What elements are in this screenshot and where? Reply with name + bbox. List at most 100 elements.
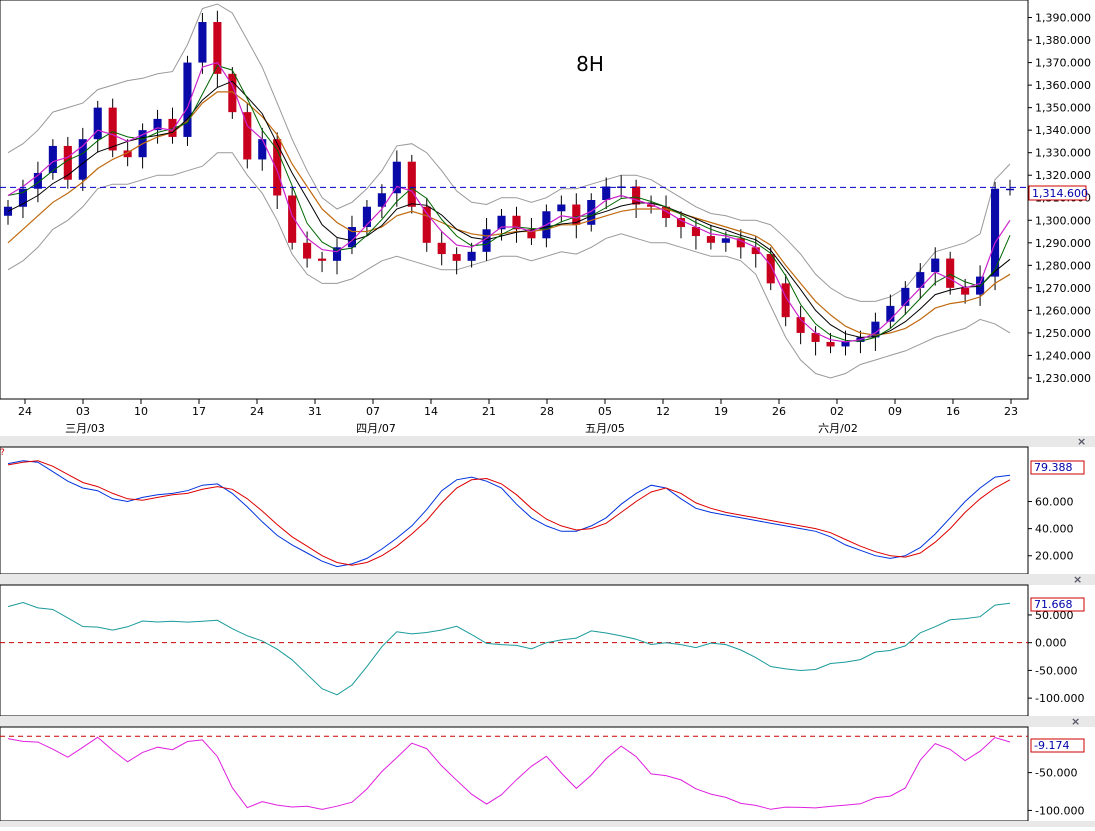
cci-cci-line: [7, 601, 1011, 696]
candle: [961, 278, 970, 304]
candle: [602, 177, 611, 210]
candle: [153, 109, 162, 144]
price-tick-label: 1,320.000: [1035, 169, 1091, 182]
price-tick-label: 1,250.000: [1035, 327, 1091, 340]
date-tick-label: 21: [482, 405, 496, 418]
date-tick-label: 07: [366, 405, 380, 418]
candle: [422, 197, 431, 252]
last-price-label: 1,314.600: [1028, 185, 1088, 201]
candle: [691, 218, 700, 250]
date-tick-label: 17: [192, 405, 206, 418]
svg-text:71.668: 71.668: [1034, 598, 1073, 611]
candle: [811, 326, 820, 356]
price-y-axis: 1,230.000 1,240.000 1,250.000 1,260.000 1,27…: [1028, 12, 1091, 385]
williams-pane: -50.000 -100.000 -9.174: [0, 726, 1085, 822]
candle: [572, 193, 581, 239]
month-label: 三月/03: [65, 422, 105, 435]
close-icon[interactable]: ×: [1071, 715, 1080, 728]
stochastic-pane: 20.000 40.000 60.000 79.388 ?: [0, 446, 1085, 575]
candle: [736, 229, 745, 259]
candle: [871, 312, 880, 351]
candle: [886, 294, 895, 329]
date-tick-label: 12: [656, 405, 670, 418]
indicator-tick-label: 60.000: [1035, 496, 1074, 509]
williams-wr-line: [7, 736, 1011, 810]
candle: [48, 139, 57, 180]
candle: [841, 330, 850, 356]
close-icon[interactable]: ×: [1073, 573, 1082, 586]
candle: [392, 150, 401, 207]
candle: [632, 179, 641, 219]
stochastic-d-line: [7, 460, 1011, 566]
date-tick-label: 05: [598, 405, 612, 418]
candle: [258, 127, 267, 171]
price-tick-label: 1,260.000: [1035, 304, 1091, 317]
indicator-tick-label: 0.000: [1035, 637, 1067, 650]
indicator-tick-label: 50.000: [1035, 609, 1074, 622]
candle: [228, 67, 237, 119]
cci-y-axis: 50.000 0.000 -50.000 -100.000: [1028, 609, 1084, 705]
price-tick-label: 1,380.000: [1035, 34, 1091, 47]
candle: [931, 247, 940, 286]
chart-title: 8H: [576, 52, 604, 76]
candle: [826, 332, 835, 354]
cci-value-label: 71.668: [1030, 597, 1085, 612]
bollinger-upper: [7, 3, 1011, 302]
ma-slow-line: [7, 80, 1011, 338]
month-label: 五月/05: [585, 422, 625, 435]
date-tick-label: 23: [1004, 405, 1018, 418]
stochastic-k-line: [7, 460, 1011, 568]
indicator-tick-label: 20.000: [1035, 550, 1074, 563]
candle: [78, 127, 87, 191]
close-icon[interactable]: ×: [1077, 435, 1086, 448]
candle: [63, 136, 72, 189]
price-tick-label: 1,330.000: [1035, 147, 1091, 160]
williams-y-axis: -50.000 -100.000: [1028, 767, 1084, 817]
indicator-tick-label: 40.000: [1035, 523, 1074, 536]
date-tick-label: 03: [76, 405, 90, 418]
date-tick-label: 24: [250, 405, 264, 418]
candle: [512, 206, 521, 243]
bollinger-lower: [7, 152, 1011, 379]
candle: [766, 247, 775, 291]
month-label: 六月/02: [818, 422, 858, 435]
candle: [362, 200, 371, 237]
svg-text:-9.174: -9.174: [1034, 739, 1069, 752]
candle: [332, 238, 342, 275]
indicator-tick-label: -100.000: [1035, 692, 1084, 705]
date-tick-label: 28: [540, 405, 554, 418]
date-tick-label: 24: [18, 405, 32, 418]
ma-mid-line: [7, 65, 1011, 342]
candle: [288, 186, 297, 250]
indicator-tick-label: -50.000: [1035, 664, 1077, 677]
candle: [916, 263, 925, 300]
price-tick-label: 1,390.000: [1035, 12, 1091, 25]
date-tick-label: 19: [714, 405, 728, 418]
williams-value-label: -9.174: [1030, 738, 1085, 753]
candle: [901, 281, 910, 315]
candle: [946, 251, 955, 295]
candle: [213, 10, 222, 88]
candle: [108, 98, 117, 158]
candle: [781, 274, 790, 327]
date-tick-label: 26: [772, 405, 786, 418]
candle: [437, 231, 446, 266]
indicator-tick-label: -50.000: [1035, 767, 1077, 780]
price-tick-label: 1,300.000: [1035, 214, 1091, 227]
candle: [168, 107, 177, 144]
candle: [976, 265, 985, 306]
candle: [557, 195, 566, 223]
svg-text:1,314.600: 1,314.600: [1032, 187, 1088, 200]
date-tick-label: 09: [888, 405, 902, 418]
price-tick-label: 1,280.000: [1035, 259, 1091, 272]
price-pane: 8H 1,230.0001,240.0001,250.0001,260.0001…: [0, 0, 1091, 400]
price-tick-label: 1,290.000: [1035, 237, 1091, 250]
candle: [243, 103, 252, 169]
cci-pane: 50.000 0.000 -50.000 -100.000 71.668: [0, 584, 1085, 717]
svg-text:79.388: 79.388: [1034, 461, 1073, 474]
date-tick-label: 02: [830, 405, 844, 418]
candle: [676, 211, 686, 239]
candle: [796, 305, 805, 345]
date-tick-label: 16: [946, 405, 960, 418]
